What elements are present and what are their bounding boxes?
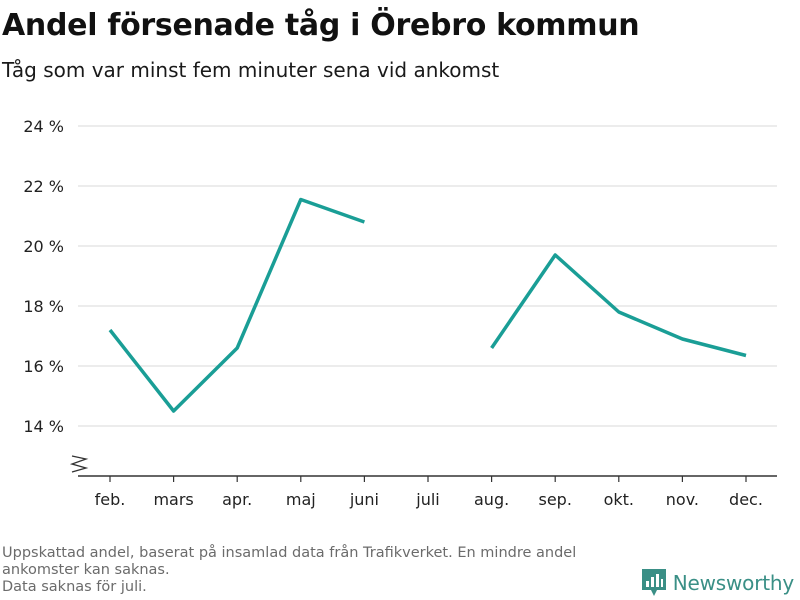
- line-chart: 14 % 16 % 18 % 20 % 22 % 24 % feb. mars apr. maj…: [23, 117, 777, 509]
- y-tick-label: 18 %: [23, 297, 64, 316]
- series-line-segment-0: [108, 197, 365, 413]
- y-tick-label: 24 %: [23, 117, 64, 136]
- y-tick-label: 22 %: [23, 177, 64, 196]
- x-axis: [69, 455, 777, 477]
- footnote-line-2: Data saknas för juli.: [2, 579, 147, 595]
- gridlines: [78, 125, 777, 427]
- footnote-line-1: Uppskattad andel, baserat på insamlad da…: [2, 545, 577, 578]
- y-tick-label: 14 %: [23, 417, 64, 436]
- brand-name: Newsworthy: [672, 571, 794, 595]
- x-tick-label: apr.: [222, 490, 252, 509]
- chart-subtitle: Tåg som var minst fem minuter sena vid a…: [2, 58, 500, 82]
- x-tick-label: feb.: [95, 490, 126, 509]
- x-tick-label: sep.: [538, 490, 571, 509]
- footnote: Uppskattad andel, baserat på insamlad da…: [2, 545, 642, 596]
- x-tick-label: mars: [153, 490, 193, 509]
- y-tick-label: 20 %: [23, 237, 64, 256]
- y-tick-label: 16 %: [23, 357, 64, 376]
- chart-title: Andel försenade tåg i Örebro kommun: [2, 8, 640, 43]
- x-tick-label: okt.: [604, 490, 634, 509]
- y-axis-ticks: 14 % 16 % 18 % 20 % 22 % 24 %: [23, 117, 64, 436]
- x-tick-label: juli: [415, 490, 439, 509]
- x-tick-label: nov.: [666, 490, 699, 509]
- x-tick-label: juni: [349, 490, 379, 509]
- x-tick-label: aug.: [474, 490, 509, 509]
- x-axis-ticks: feb. mars apr. maj juni juli aug. sep. okt. nov. d…: [95, 476, 763, 509]
- series-lines: [108, 197, 747, 413]
- newsworthy-logo-icon: [641, 569, 666, 596]
- brand-logo: Newsworthy: [641, 568, 794, 598]
- x-tick-label: dec.: [729, 490, 763, 509]
- axis-break-icon: [69, 455, 89, 473]
- series-line-segment-1: [490, 253, 747, 358]
- x-tick-label: maj: [286, 490, 316, 509]
